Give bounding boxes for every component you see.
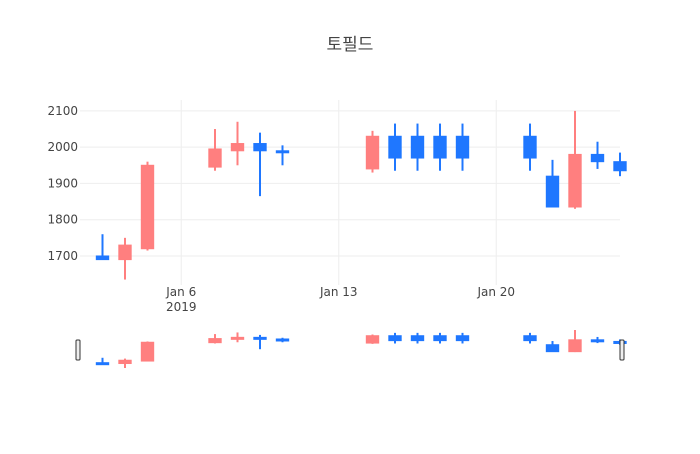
candle[interactable]	[275, 145, 290, 166]
y-tick-label: 1700	[47, 249, 78, 263]
candle-body	[590, 153, 605, 163]
slider-candle[interactable]	[140, 341, 155, 362]
candle[interactable]	[230, 121, 245, 166]
slider-candle[interactable]	[253, 334, 267, 350]
candle[interactable]	[590, 141, 605, 169]
candle-body	[95, 362, 110, 366]
slider-candle[interactable]	[433, 332, 447, 344]
slider-candle[interactable]	[230, 332, 245, 343]
candle-body	[568, 339, 582, 353]
candle-body	[613, 161, 627, 172]
candle[interactable]	[433, 123, 447, 171]
candle[interactable]	[545, 159, 560, 208]
candle[interactable]	[118, 237, 132, 280]
candle[interactable]	[95, 234, 110, 261]
candle-body	[545, 175, 560, 208]
y-tick-label: 2100	[47, 104, 78, 118]
candle-body	[140, 341, 155, 362]
x-tick-label: Jan 13	[319, 285, 358, 299]
slider-candle[interactable]	[208, 334, 222, 344]
candle-body	[568, 153, 582, 208]
candle-body	[388, 335, 402, 342]
candle[interactable]	[523, 123, 537, 171]
candle[interactable]	[388, 123, 402, 171]
candle-body	[410, 135, 425, 159]
slider-handle-left[interactable]	[75, 339, 81, 361]
slider-candle[interactable]	[95, 357, 110, 366]
candle[interactable]	[208, 129, 222, 171]
candle[interactable]	[365, 130, 380, 173]
candle-body	[95, 255, 110, 261]
y-axis: 1700 1800 1900 2000 2100	[47, 104, 78, 263]
candle[interactable]	[253, 132, 267, 197]
x-tick-label: Jan 6	[165, 285, 196, 299]
slider-candle[interactable]	[388, 332, 402, 344]
slider-candle[interactable]	[568, 330, 582, 353]
candle-body	[365, 135, 380, 170]
candle-body	[590, 339, 605, 343]
candle-body	[208, 148, 222, 168]
x-tick-sublabel: 2019	[166, 300, 197, 314]
chart-title: 토필드	[327, 35, 374, 55]
candle[interactable]	[613, 152, 627, 177]
candle-body	[230, 336, 245, 340]
slider-candle[interactable]	[275, 337, 290, 343]
candle[interactable]	[568, 110, 582, 209]
slider-candle[interactable]	[410, 332, 425, 344]
slider-candle[interactable]	[590, 336, 605, 344]
candle[interactable]	[455, 123, 470, 171]
candle-body	[253, 336, 267, 340]
y-tick-label: 1900	[47, 176, 78, 190]
candle-body	[523, 135, 537, 159]
candle-body	[118, 244, 132, 261]
candle-body	[545, 344, 560, 353]
candle-body	[140, 164, 155, 250]
candles[interactable]	[95, 110, 627, 280]
candle-body	[230, 143, 245, 152]
candle-body	[365, 335, 380, 344]
y-tick-label: 2000	[47, 140, 78, 154]
candle-body	[433, 335, 447, 342]
slider-candle[interactable]	[365, 334, 380, 344]
candle-body	[275, 338, 290, 342]
y-tick-label: 1800	[47, 213, 78, 227]
candle-body	[253, 143, 267, 152]
slider-candle[interactable]	[455, 332, 470, 344]
candle-body	[208, 338, 222, 344]
candle-body	[455, 335, 470, 342]
candle-body	[275, 150, 290, 154]
range-slider[interactable]	[75, 330, 627, 368]
gridlines	[80, 100, 620, 285]
candle-body	[388, 135, 402, 159]
slider-candle[interactable]	[545, 341, 560, 353]
candle-body	[523, 335, 537, 342]
candle-body	[455, 135, 470, 159]
candle[interactable]	[140, 161, 155, 251]
slider-candle[interactable]	[118, 358, 132, 368]
slider-handle-right[interactable]	[619, 339, 625, 361]
candle-body	[118, 359, 132, 365]
candle-body	[410, 335, 425, 342]
slider-candle[interactable]	[523, 332, 537, 344]
candle-body	[433, 135, 447, 159]
candle[interactable]	[410, 123, 425, 171]
x-tick-label: Jan 20	[476, 285, 515, 299]
